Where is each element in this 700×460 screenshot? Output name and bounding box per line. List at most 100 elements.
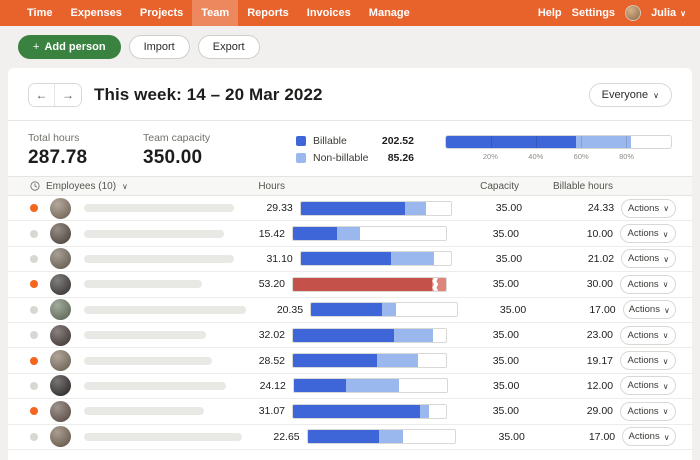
add-person-button[interactable]: + Add person — [18, 35, 121, 59]
employee-cell[interactable] — [30, 400, 225, 422]
table-row: 15.42 35.00 10.00 Actions ∨ — [8, 221, 692, 247]
actions-button[interactable]: Actions ∨ — [620, 401, 676, 421]
billable-hours-value: 24.33 — [587, 202, 615, 215]
actions-button[interactable]: Actions ∨ — [621, 198, 676, 218]
employee-name-redacted — [84, 254, 234, 263]
settings-link[interactable]: Settings — [571, 7, 616, 19]
export-button[interactable]: Export — [197, 35, 260, 59]
actions-label: Actions — [628, 431, 660, 443]
billable-bar-fill — [293, 354, 377, 368]
capacity-status-dot — [30, 204, 38, 213]
billable-label: Billable — [313, 135, 347, 147]
nav-item-expenses[interactable]: Expenses — [70, 7, 122, 19]
employee-cell[interactable] — [30, 223, 225, 245]
user-menu[interactable]: Julia ∨ — [651, 7, 686, 19]
team-progress-bar — [445, 135, 672, 149]
nav-item-reports[interactable]: Reports — [247, 7, 289, 19]
everyone-filter-button[interactable]: Everyone ∨ — [588, 83, 672, 107]
actions-button[interactable]: Actions ∨ — [620, 325, 676, 345]
hours-value: 24.12 — [259, 379, 286, 392]
user-avatar[interactable] — [625, 5, 642, 21]
billable-fill — [446, 136, 577, 148]
employee-cell[interactable] — [30, 375, 226, 397]
capacity-header: Capacity — [480, 180, 519, 192]
employee-avatar — [50, 350, 71, 372]
hours-value: 28.52 — [258, 354, 285, 367]
next-week-button[interactable]: → — [55, 84, 81, 106]
progress-tick-label: 80% — [619, 152, 635, 161]
capacity-value: 35.00 — [499, 303, 527, 316]
employees-header-label: Employees (10) — [46, 180, 117, 192]
team-capacity-label: Team capacity — [143, 132, 211, 144]
employee-cell[interactable] — [30, 324, 225, 346]
chevron-down-icon: ∨ — [662, 381, 669, 391]
hours-bar — [292, 226, 447, 242]
employee-cell[interactable] — [30, 350, 225, 372]
actions-button[interactable]: Actions ∨ — [620, 274, 676, 294]
total-hours-stat: Total hours 287.78 — [28, 132, 143, 168]
nav-item-projects[interactable]: Projects — [139, 7, 184, 19]
capacity-status-dot — [30, 432, 38, 441]
employee-cell[interactable] — [30, 273, 225, 295]
actions-button[interactable]: Actions ∨ — [622, 427, 676, 447]
capacity-value: 35.00 — [498, 430, 525, 443]
capacity-value: 35.00 — [493, 379, 520, 392]
progress-ticks: 20% 40% 60% 80% — [445, 149, 672, 162]
progress-tick-label: 60% — [573, 152, 589, 161]
progress-gridline — [536, 136, 537, 148]
help-link[interactable]: Help — [537, 7, 562, 19]
billable-hours-value: 12.00 — [586, 379, 614, 392]
progress-tick-label: 40% — [528, 152, 544, 161]
actions-label: Actions — [627, 405, 659, 417]
nav-item-invoices[interactable]: Invoices — [306, 7, 351, 19]
actions-label: Actions — [628, 202, 660, 214]
chevron-down-icon: ∨ — [662, 280, 669, 290]
hours-bar — [299, 251, 452, 267]
nav-item-manage[interactable]: Manage — [368, 7, 410, 19]
team-progress: 20% 40% 60% 80% — [445, 132, 672, 167]
legend-billable-row: Billable 202.52 — [296, 135, 414, 147]
prev-week-button[interactable]: ← — [29, 84, 55, 106]
capacity-status-dot — [30, 381, 38, 390]
hours-value: 53.20 — [258, 278, 285, 291]
progress-gridline — [491, 136, 492, 148]
chevron-down-icon: ∨ — [663, 432, 670, 442]
hours-value: 22.65 — [273, 430, 300, 443]
employee-cell[interactable] — [30, 248, 234, 270]
progress-gridline — [581, 136, 582, 148]
actions-button[interactable]: Actions ∨ — [622, 300, 676, 320]
billable-hours-value: 21.02 — [587, 252, 615, 265]
table-row: 29.33 35.00 24.33 Actions ∨ — [8, 196, 692, 222]
actions-button[interactable]: Actions ∨ — [620, 351, 676, 371]
billable-value: 202.52 — [381, 135, 414, 147]
hours-value: 31.10 — [266, 252, 293, 265]
billable-bar-fill — [300, 201, 405, 215]
hours-header: Hours — [258, 180, 285, 192]
employee-name-redacted — [84, 381, 226, 390]
team-capacity-value: 350.00 — [143, 147, 203, 168]
import-button[interactable]: Import — [128, 35, 190, 59]
capacity-value: 35.00 — [492, 278, 519, 291]
employees-header[interactable]: Employees (10) ∨ — [30, 181, 225, 192]
actions-label: Actions — [627, 329, 659, 341]
overcapacity-break-icon — [432, 277, 439, 291]
employee-avatar — [50, 223, 71, 245]
actions-button[interactable]: Actions ∨ — [621, 249, 676, 269]
nav-item-time[interactable]: Time — [27, 7, 53, 19]
billable-hours-value: 30.00 — [586, 278, 613, 291]
billable-bar-fill — [300, 252, 391, 266]
employee-cell[interactable] — [30, 426, 242, 448]
nav-item-team[interactable]: Team — [192, 0, 239, 26]
plus-icon: + — [33, 41, 40, 53]
capacity-value: 35.00 — [492, 354, 519, 367]
billable-swatch — [296, 136, 306, 146]
top-nav: Time Expenses Projects Team Reports Invoices M… — [0, 0, 700, 26]
user-name: Julia — [651, 7, 677, 19]
employee-cell[interactable] — [30, 197, 234, 219]
employee-name-redacted — [84, 432, 242, 441]
actions-button[interactable]: Actions ∨ — [620, 224, 676, 244]
billable-bar-fill — [307, 430, 380, 444]
employee-avatar — [50, 248, 71, 270]
employee-cell[interactable] — [30, 299, 246, 321]
actions-button[interactable]: Actions ∨ — [620, 376, 676, 396]
